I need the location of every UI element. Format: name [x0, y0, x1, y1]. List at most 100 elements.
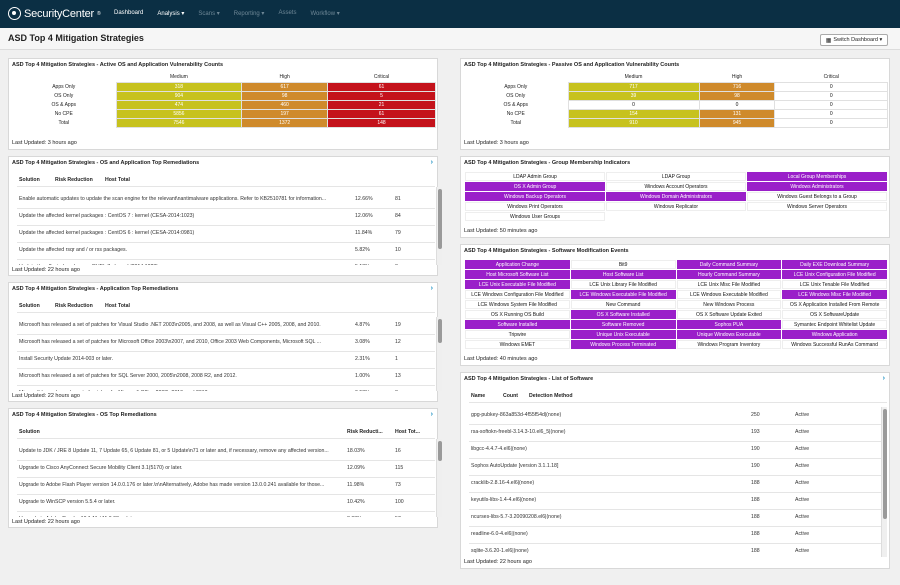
indicator-cell[interactable]: Software Removed — [570, 320, 676, 329]
indicator-cell[interactable]: Software Installed — [465, 320, 570, 329]
count-cell[interactable]: 39 — [567, 90, 700, 101]
count-cell[interactable]: 617 — [241, 81, 328, 92]
column-header[interactable]: Detection Method — [529, 393, 573, 399]
table-row[interactable]: Microsoft has released a set of patches … — [17, 338, 435, 348]
indicator-cell[interactable]: Windows Replicator — [606, 202, 746, 211]
indicator-cell[interactable]: LCE Unix Library File Modified — [570, 280, 676, 289]
switch-dashboard-button[interactable]: ▦ Switch Dashboard ▾ — [820, 34, 888, 46]
count-cell[interactable]: 131 — [698, 108, 776, 119]
indicator-cell[interactable]: Windows Process Terminated — [570, 340, 676, 349]
indicator-cell[interactable]: LDAP Group — [606, 172, 746, 181]
count-cell[interactable]: 716 — [698, 81, 776, 92]
indicator-cell[interactable]: OS X Software Installed — [570, 310, 676, 319]
scrollbar[interactable] — [436, 439, 442, 517]
count-cell[interactable]: 0 — [774, 108, 888, 119]
chevron-right-icon[interactable]: › — [430, 159, 433, 166]
indicator-cell[interactable]: Symantec Endpoint Whitelist Update — [782, 320, 887, 329]
column-header[interactable]: Risk Reduction — [55, 303, 93, 309]
indicator-cell[interactable]: Windows EMET — [465, 340, 570, 349]
column-header[interactable]: Name — [471, 393, 486, 399]
indicator-cell[interactable]: LCE Unix Misc File Modified — [676, 280, 782, 289]
count-cell[interactable]: 0 — [774, 117, 888, 128]
count-cell[interactable]: 98 — [698, 90, 776, 101]
indicator-cell[interactable]: Windows Guest Belongs to a Group — [747, 192, 887, 201]
indicator-cell[interactable]: Windows Print Operators — [465, 202, 605, 211]
indicator-cell[interactable]: Host Software List — [570, 270, 676, 279]
scrollbar[interactable] — [436, 187, 442, 265]
chevron-right-icon[interactable]: › — [430, 285, 433, 292]
table-row[interactable]: Upgrade to Cisco AnyConnect Secure Mobil… — [17, 464, 435, 474]
indicator-cell[interactable]: Windows Account Operators — [606, 182, 746, 191]
count-cell[interactable]: 0 — [567, 99, 700, 110]
table-row[interactable]: Update the affected kernel packages : Ce… — [17, 229, 435, 239]
column-header[interactable]: Risk Reducti... — [347, 429, 383, 435]
count-cell[interactable]: 21 — [326, 99, 437, 110]
indicator-cell[interactable]: LCE Windows Configuration File Modified — [465, 290, 570, 299]
indicator-cell[interactable]: Windows Administrators — [747, 182, 887, 191]
scrollbar[interactable] — [436, 317, 442, 391]
count-cell[interactable]: 7546 — [115, 117, 243, 128]
table-row[interactable]: readline-6.0-4.el6|(none) 188 Active — [469, 530, 887, 540]
indicator-cell[interactable]: Unique Unix Executable — [570, 330, 676, 339]
table-row[interactable]: gpg-pubkey-863a853d-4f55f54d|(none) 250 Ac… — [469, 411, 887, 421]
indicator-cell[interactable]: Tripwire — [465, 330, 570, 339]
indicator-cell[interactable]: LCE Windows Executable File Modified — [570, 290, 676, 299]
count-cell[interactable]: 904 — [115, 90, 243, 101]
indicator-cell[interactable]: OS X Admin Group — [465, 182, 605, 191]
table-row[interactable]: Install Security Update 2014-003 or late… — [17, 355, 435, 365]
count-cell[interactable]: 148 — [326, 117, 437, 128]
count-cell[interactable]: 154 — [567, 108, 700, 119]
table-row[interactable]: keyutils-libs-1.4-4.el6|(none) 188 Active — [469, 496, 887, 506]
count-cell[interactable]: 0 — [774, 99, 888, 110]
table-row[interactable]: rsa-softokn-freebl-3.14.3-10.el6_5|(none… — [469, 428, 887, 438]
chevron-right-icon[interactable]: › — [430, 411, 433, 418]
indicator-cell[interactable]: Hourly Command Summary — [676, 270, 782, 279]
indicator-cell[interactable]: Windows Program Inventory — [676, 340, 782, 349]
indicator-cell[interactable]: Application Change — [465, 260, 570, 269]
table-row[interactable]: Update to JDK / JRE 8 Update 11, 7 Updat… — [17, 447, 435, 457]
indicator-cell[interactable]: Daily Command Summary — [676, 260, 782, 269]
indicator-cell[interactable]: OS X Software Update Exited — [676, 310, 782, 319]
table-row[interactable]: Sophos AutoUpdate [version 3.1.1.18] 190 A… — [469, 462, 887, 472]
count-cell[interactable]: 1372 — [241, 117, 328, 128]
indicator-cell[interactable]: OS X Running OS Build — [465, 310, 570, 319]
indicator-cell[interactable]: LCE Windows System File Modified — [465, 300, 570, 309]
indicator-cell[interactable]: Local Group Memberships — [747, 172, 887, 181]
count-cell[interactable]: 0 — [698, 99, 776, 110]
table-row[interactable]: Microsoft has released a set of patches … — [17, 389, 435, 391]
count-cell[interactable]: 197 — [241, 108, 328, 119]
count-cell[interactable]: 945 — [698, 117, 776, 128]
indicator-cell[interactable]: OS X SoftwareUpdate — [782, 310, 887, 319]
nav-scans[interactable]: Scans ▾ — [198, 11, 220, 17]
indicator-cell[interactable]: New Windows Process — [676, 300, 782, 309]
count-cell[interactable]: 460 — [241, 99, 328, 110]
count-cell[interactable]: 717 — [567, 81, 700, 92]
indicator-cell[interactable]: New Command — [570, 300, 676, 309]
count-cell[interactable]: 61 — [326, 108, 437, 119]
indicator-cell[interactable]: LDAP Admin Group — [465, 172, 605, 181]
column-header[interactable]: Host Tot... — [395, 429, 420, 435]
column-header[interactable]: Solution — [19, 429, 40, 435]
indicator-cell[interactable]: Host Microsoft Software List — [465, 270, 570, 279]
indicator-cell[interactable]: OS X Application Installed From Remote — [782, 300, 887, 309]
table-row[interactable]: ncurses-libs-5.7-3.20090208.el6|(none) 18… — [469, 513, 887, 523]
nav-workflow[interactable]: Workflow ▾ — [310, 11, 340, 17]
column-header[interactable]: Solution — [19, 177, 40, 183]
app-logo[interactable]: SecurityCenter ® — [8, 7, 101, 20]
indicator-cell[interactable]: Windows Backup Operators — [465, 192, 605, 201]
nav-assets[interactable]: Assets — [278, 10, 297, 16]
column-header[interactable]: Count — [503, 393, 518, 399]
indicator-cell[interactable]: Windows Successful RunAs Command — [782, 340, 887, 349]
indicator-cell[interactable]: Windows Domain Administrators — [606, 192, 746, 201]
nav-reporting[interactable]: Reporting ▾ — [233, 11, 265, 17]
column-header[interactable]: Risk Reduction — [55, 177, 93, 183]
count-cell[interactable]: 0 — [774, 81, 888, 92]
table-row[interactable]: Upgrade to Adobe Flash Player version 14… — [17, 481, 435, 491]
count-cell[interactable]: 0 — [774, 90, 888, 101]
table-row[interactable]: Update the affected rsqr and / or rss pa… — [17, 246, 435, 256]
table-row[interactable]: Upgrade to WinSCP version 5.5.4 or later… — [17, 498, 435, 508]
scrollbar[interactable] — [881, 407, 887, 557]
count-cell[interactable]: 910 — [567, 117, 700, 128]
count-cell[interactable]: 318 — [115, 81, 243, 92]
table-row[interactable]: Upgrade to Adobe Reader 10.1.11 / 11.0.0… — [17, 515, 435, 517]
